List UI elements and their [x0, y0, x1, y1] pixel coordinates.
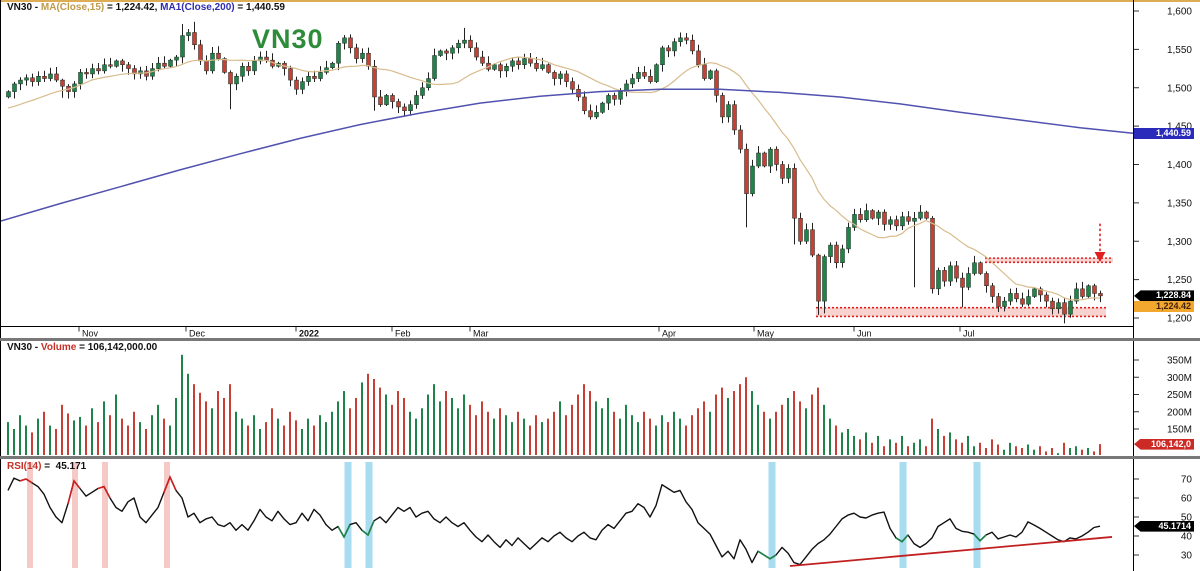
svg-text:1,350: 1,350 — [1167, 198, 1192, 209]
volume-axis: 350M 300M 250M 200M 150M — [1133, 356, 1192, 436]
svg-text:50: 50 — [1181, 513, 1193, 524]
svg-text:1,250: 1,250 — [1167, 275, 1192, 286]
volume-value: = 106,142,000.00 — [76, 342, 158, 353]
svg-text:60: 60 — [1181, 494, 1193, 505]
panel-splitter[interactable] — [0, 338, 1200, 341]
date-axis: Nov Dec 2022 Feb Mar Apr May Jun Jul — [78, 327, 975, 339]
svg-text:May: May — [757, 329, 775, 339]
volume-axis-badge: 106,142,0 — [1134, 438, 1194, 450]
svg-text:Dec: Dec — [189, 329, 206, 339]
ma200-axis-badge: 1,440.59 — [1134, 127, 1194, 139]
svg-text:250M: 250M — [1167, 390, 1192, 401]
svg-text:2022: 2022 — [299, 329, 319, 339]
svg-text:Apr: Apr — [662, 329, 676, 339]
ma200-label: MA1(Close,200) — [160, 2, 235, 13]
window-top-edge — [0, 0, 1200, 2]
svg-text:Mar: Mar — [473, 329, 489, 339]
svg-text:1,400: 1,400 — [1167, 160, 1192, 171]
svg-text:300M: 300M — [1167, 373, 1192, 384]
price-annotations — [816, 223, 1113, 318]
ma200-value: = 1,440.59 — [234, 2, 285, 13]
volume-label: Volume — [40, 342, 77, 353]
ma15-label: MA(Close,15) — [40, 2, 105, 13]
svg-text:Jul: Jul — [963, 329, 975, 339]
rsi-label: RSI(14) — [7, 461, 42, 472]
candles — [6, 21, 1103, 324]
volume-bars — [7, 354, 1101, 455]
volume-symbol-label: VN30 - — [7, 342, 41, 353]
last-close-axis-badge: 1,228.84 — [1134, 290, 1194, 302]
symbol-label: VN30 - — [7, 2, 41, 13]
moving-averages — [0, 56, 1134, 301]
svg-text:1,600: 1,600 — [1167, 7, 1192, 18]
svg-text:1,450: 1,450 — [1167, 122, 1192, 133]
ma15-axis-badge: 1,224.42 — [1134, 301, 1194, 313]
svg-text:30: 30 — [1181, 551, 1193, 562]
ma15-value: = 1,224.42, — [104, 2, 161, 13]
panel-splitter[interactable] — [0, 456, 1200, 459]
rsi-line — [7, 475, 1113, 567]
svg-text:1,550: 1,550 — [1167, 45, 1192, 56]
svg-text:Jun: Jun — [857, 329, 872, 339]
rsi-axis-badge: 45.1714 — [1134, 520, 1194, 532]
svg-text:1,200: 1,200 — [1167, 314, 1192, 325]
svg-text:1,500: 1,500 — [1167, 83, 1192, 94]
price-axis: 1,600 1,550 1,500 1,450 1,400 1,350 1,300 1,250… — [1133, 7, 1192, 325]
svg-text:70: 70 — [1181, 475, 1193, 486]
volume-panel-header: VN30 - Volume = 106,142,000.00 — [7, 342, 157, 353]
svg-text:40: 40 — [1181, 532, 1193, 543]
svg-text:1,300: 1,300 — [1167, 237, 1192, 248]
svg-text:200M: 200M — [1167, 407, 1192, 418]
rsi-signal-bands — [27, 462, 981, 568]
rsi-value: = 45.171 — [41, 461, 87, 472]
rsi-panel-header: RSI(14) = 45.171 — [7, 461, 86, 472]
rsi-axis: 70 60 50 40 30 — [1133, 475, 1192, 562]
svg-text:Nov: Nov — [82, 329, 99, 339]
svg-text:Feb: Feb — [395, 329, 411, 339]
symbol-watermark: VN30 — [252, 24, 324, 54]
price-panel-header: VN30 - MA(Close,15) = 1,224.42, MA1(Clos… — [7, 2, 285, 13]
svg-text:150M: 150M — [1167, 425, 1192, 436]
svg-text:350M: 350M — [1167, 356, 1192, 367]
